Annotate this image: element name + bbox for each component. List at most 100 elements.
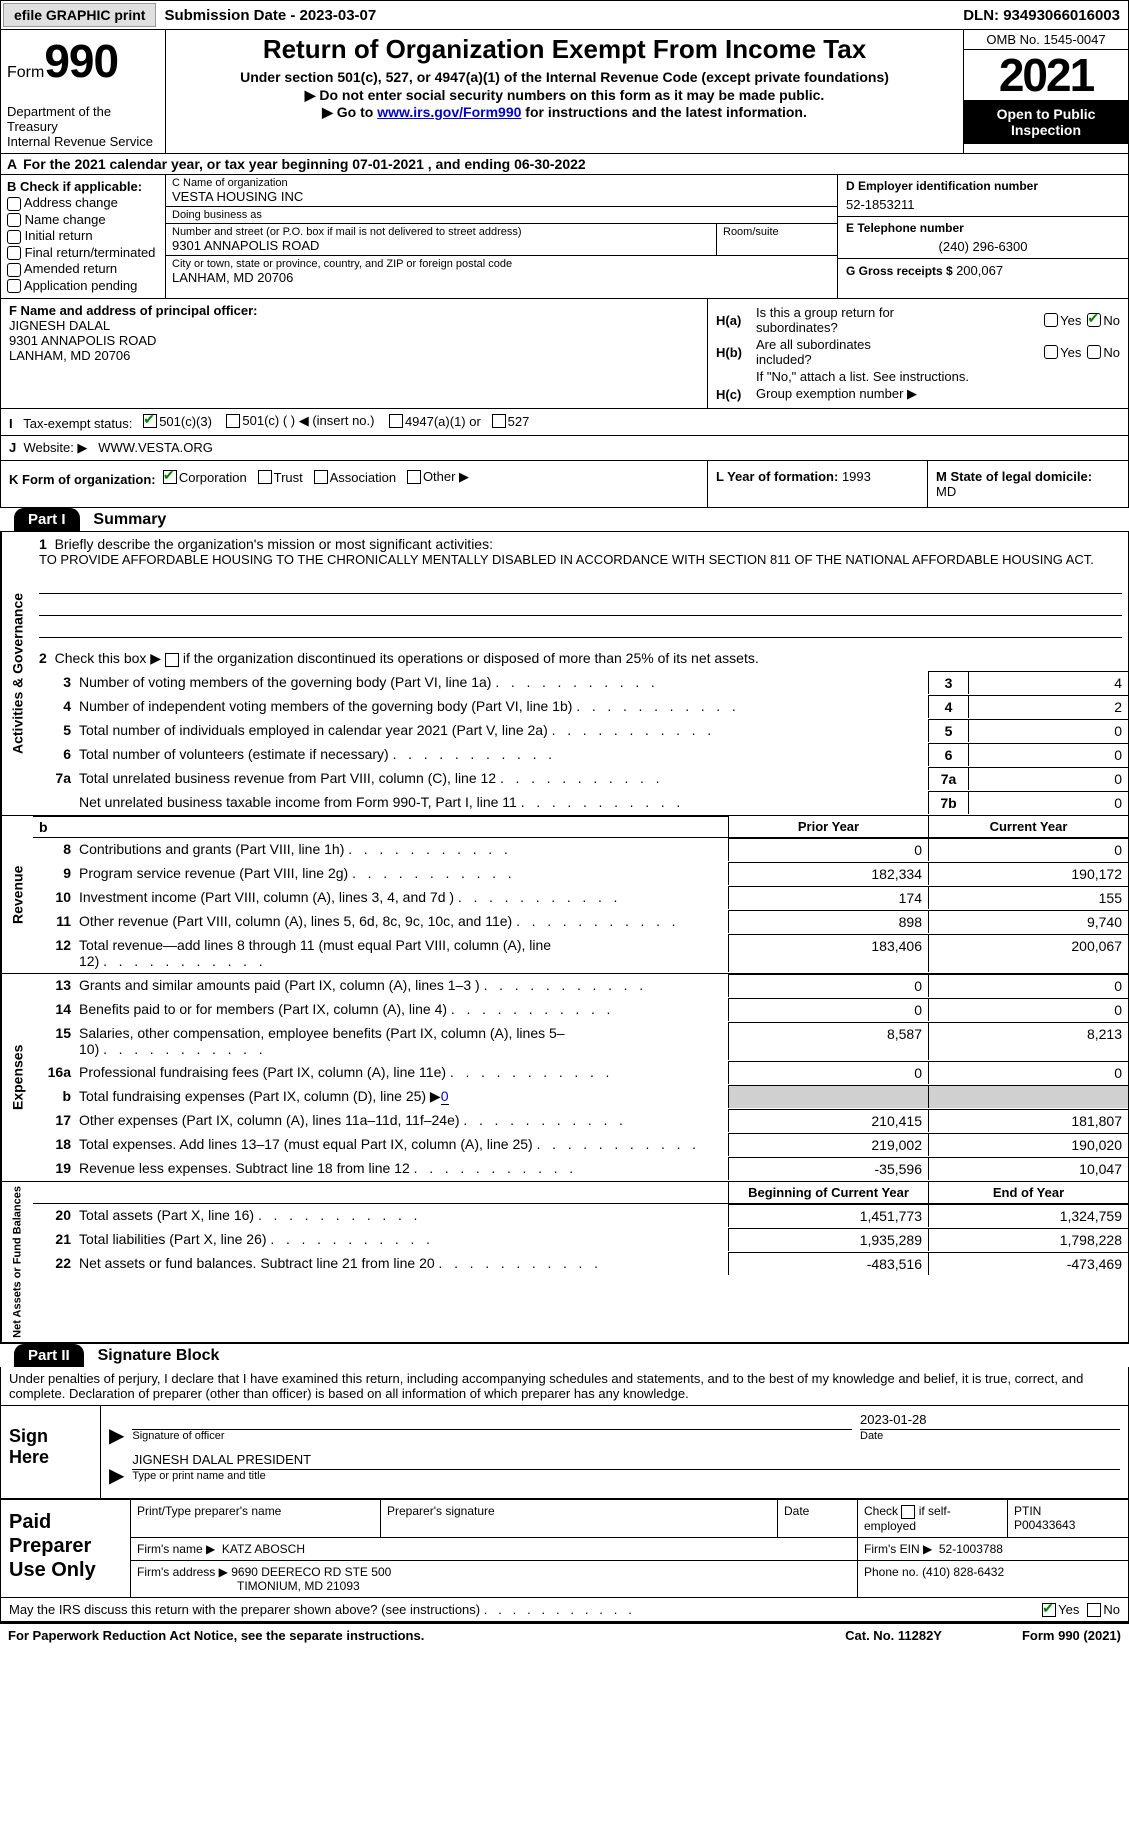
expense-line: 19 Revenue less expenses. Subtract line … <box>33 1157 1128 1181</box>
line-value: 0 <box>968 767 1128 790</box>
line-desc: Professional fundraising fees (Part IX, … <box>75 1061 728 1084</box>
officer-addr1: 9301 ANNAPOLIS ROAD <box>9 333 699 348</box>
discuss-no[interactable]: No <box>1087 1602 1120 1617</box>
revenue-line: 12 Total revenue—add lines 8 through 11 … <box>33 934 1128 973</box>
current-year-value: 0 <box>928 838 1128 861</box>
discuss-row: May the IRS discuss this return with the… <box>0 1598 1129 1622</box>
line-desc: Revenue less expenses. Subtract line 18 … <box>75 1157 728 1180</box>
discuss-yes[interactable]: Yes <box>1042 1602 1079 1617</box>
perjury-declaration: Under penalties of perjury, I declare th… <box>1 1367 1128 1406</box>
chk-amended[interactable]: Amended return <box>7 261 159 277</box>
line-desc: Total liabilities (Part X, line 26) <box>75 1228 728 1251</box>
k-label: K Form of organization: <box>9 472 156 487</box>
chk-trust[interactable]: Trust <box>258 470 303 485</box>
firm-addr-label: Firm's address ▶ <box>137 1565 228 1579</box>
prior-year-value: 0 <box>728 974 928 997</box>
firm-name-label: Firm's name ▶ <box>137 1542 215 1556</box>
ha-yes[interactable]: Yes <box>1044 313 1081 328</box>
footer-row: For Paperwork Reduction Act Notice, see … <box>0 1622 1129 1647</box>
line-desc: Program service revenue (Part VIII, line… <box>75 862 728 885</box>
chk-527[interactable]: 527 <box>492 414 530 429</box>
current-year-value: 200,067 <box>928 934 1128 972</box>
pt-sig-label: Preparer's signature <box>387 1504 771 1518</box>
officer-signature[interactable] <box>132 1412 852 1430</box>
part1-tab: Part I <box>14 508 80 531</box>
chk-corporation[interactable]: Corporation <box>163 470 247 485</box>
line-desc: Other revenue (Part VIII, column (A), li… <box>75 910 728 933</box>
discuss-text: May the IRS discuss this return with the… <box>9 1602 1034 1617</box>
line-num: 17 <box>33 1109 75 1132</box>
l-label: L Year of formation: <box>716 469 842 484</box>
prior-year-value: 182,334 <box>728 862 928 885</box>
self-employed-check[interactable]: Check if self-employed <box>864 1504 951 1533</box>
pt-date-label: Date <box>784 1504 851 1518</box>
blank-line-1 <box>39 576 1122 594</box>
header-left: Form990 Department of the Treasury Inter… <box>1 30 166 153</box>
hc-label: H(c) <box>716 387 750 402</box>
chk-501c3[interactable]: 501(c)(3) <box>143 414 212 429</box>
section-l: L Year of formation: 1993 <box>708 461 928 507</box>
form-number: 990 <box>44 35 118 87</box>
ha-label: H(a) <box>716 313 750 328</box>
line-num: 22 <box>33 1252 75 1275</box>
vtab-net-assets: Net Assets or Fund Balances <box>1 1182 33 1342</box>
year-formation: 1993 <box>842 469 871 484</box>
part2-tab-row: Part II Signature Block <box>0 1343 1129 1367</box>
prior-year-value: 0 <box>728 838 928 861</box>
prior-year-value: -35,596 <box>728 1157 928 1180</box>
na-lines: Beginning of Current Year End of Year 20… <box>33 1182 1128 1342</box>
firm-addr2: TIMONIUM, MD 21093 <box>137 1579 851 1593</box>
chk-association[interactable]: Association <box>314 470 396 485</box>
chk-application-pending[interactable]: Application pending <box>7 278 159 294</box>
line-num: 3 <box>33 671 75 694</box>
current-year-value: 8,213 <box>928 1022 1128 1060</box>
chk-address-change[interactable]: Address change <box>7 195 159 211</box>
eoy-value: 1,324,759 <box>928 1204 1128 1227</box>
header-center: Return of Organization Exempt From Incom… <box>166 30 963 153</box>
line-box: 6 <box>928 743 968 766</box>
firm-ein: 52-1003788 <box>939 1542 1003 1556</box>
f-label: F Name and address of principal officer: <box>9 303 258 318</box>
eoy-value: 1,798,228 <box>928 1228 1128 1251</box>
org-name: VESTA HOUSING INC <box>172 189 831 204</box>
boy-value: 1,935,289 <box>728 1228 928 1251</box>
chk-name-change[interactable]: Name change <box>7 212 159 228</box>
line-desc: Net assets or fund balances. Subtract li… <box>75 1252 728 1275</box>
sign-fields: ▶ Signature of officer 2023-01-28 Date ▶… <box>101 1406 1128 1498</box>
sig-officer-label: Signature of officer <box>132 1430 852 1442</box>
firm-phone: (410) 828-6432 <box>922 1565 1004 1579</box>
chk-other[interactable]: Other ▶ <box>407 469 469 485</box>
chk-initial-return[interactable]: Initial return <box>7 228 159 244</box>
chk-501c[interactable]: 501(c) ( ) ◀ (insert no.) <box>226 413 374 429</box>
hb-yes[interactable]: Yes <box>1044 345 1081 360</box>
section-f: F Name and address of principal officer:… <box>1 299 708 408</box>
line-box: 5 <box>928 719 968 742</box>
c-name-label: C Name of organization <box>172 177 831 189</box>
hb-no[interactable]: No <box>1087 345 1120 360</box>
form-title: Return of Organization Exempt From Incom… <box>172 34 957 65</box>
sig-arrow-1: ▶ <box>109 1430 124 1442</box>
summary-line: 5 Total number of individuals employed i… <box>33 719 1128 743</box>
line-num: 9 <box>33 862 75 885</box>
line-num: 19 <box>33 1157 75 1180</box>
chk-4947[interactable]: 4947(a)(1) or <box>389 414 481 429</box>
line-value: 0 <box>968 719 1128 742</box>
officer-typed-name: JIGNESH DALAL PRESIDENT <box>132 1452 1120 1470</box>
chk-final-return[interactable]: Final return/terminated <box>7 245 159 261</box>
ha-no[interactable]: No <box>1087 313 1120 328</box>
type-name-label: Type or print name and title <box>132 1470 1120 1482</box>
sig-date-label: Date <box>860 1430 1120 1442</box>
sig-arrow-2: ▶ <box>109 1470 124 1482</box>
line-b: b <box>39 819 48 835</box>
line-num: 15 <box>33 1022 75 1060</box>
activities-governance: Activities & Governance 1 Briefly descri… <box>0 531 1129 816</box>
line-desc: Other expenses (Part IX, column (A), lin… <box>75 1109 728 1132</box>
pt-name-label: Print/Type preparer's name <box>137 1504 374 1518</box>
form990-link[interactable]: www.irs.gov/Form990 <box>377 104 521 120</box>
hb-text1: Are all subordinates <box>756 337 871 352</box>
current-year-value: 9,740 <box>928 910 1128 933</box>
firm-name: KATZ ABOSCH <box>222 1542 305 1556</box>
line-num: 16a <box>33 1061 75 1084</box>
part1-title: Summary <box>83 511 166 529</box>
efile-button[interactable]: efile GRAPHIC print <box>3 3 156 27</box>
